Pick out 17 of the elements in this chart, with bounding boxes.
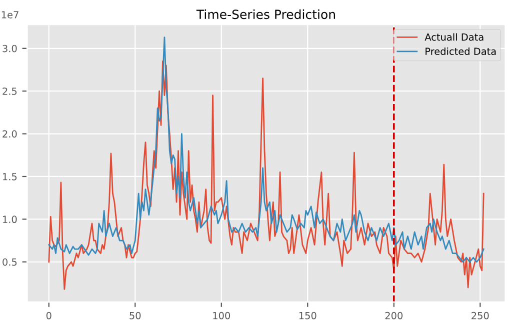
y-tick-label: 0.5 (2, 258, 17, 266)
legend-label: Actuall Data (424, 33, 484, 41)
x-tick-label: 200 (385, 312, 403, 320)
y-tick-label: 2.0 (2, 130, 17, 138)
chart-title: Time-Series Prediction (196, 9, 335, 20)
x-tick-label: 0 (46, 312, 52, 320)
y-tick-label: 3.0 (2, 44, 17, 52)
y-tick-label: 1.5 (3, 173, 17, 180)
x-tick-label: 50 (130, 312, 141, 320)
y-tick-label: 2.5 (2, 88, 17, 95)
x-tick-label: 150 (299, 312, 316, 320)
y-axis-title: 1e7 (2, 11, 18, 18)
x-tick-label: 100 (213, 312, 230, 320)
y-tick-label: 1.0 (3, 216, 17, 224)
line-series (48, 60, 484, 290)
x-tick-label: 250 (472, 312, 489, 320)
legend-label: Predicted Data (426, 47, 496, 56)
